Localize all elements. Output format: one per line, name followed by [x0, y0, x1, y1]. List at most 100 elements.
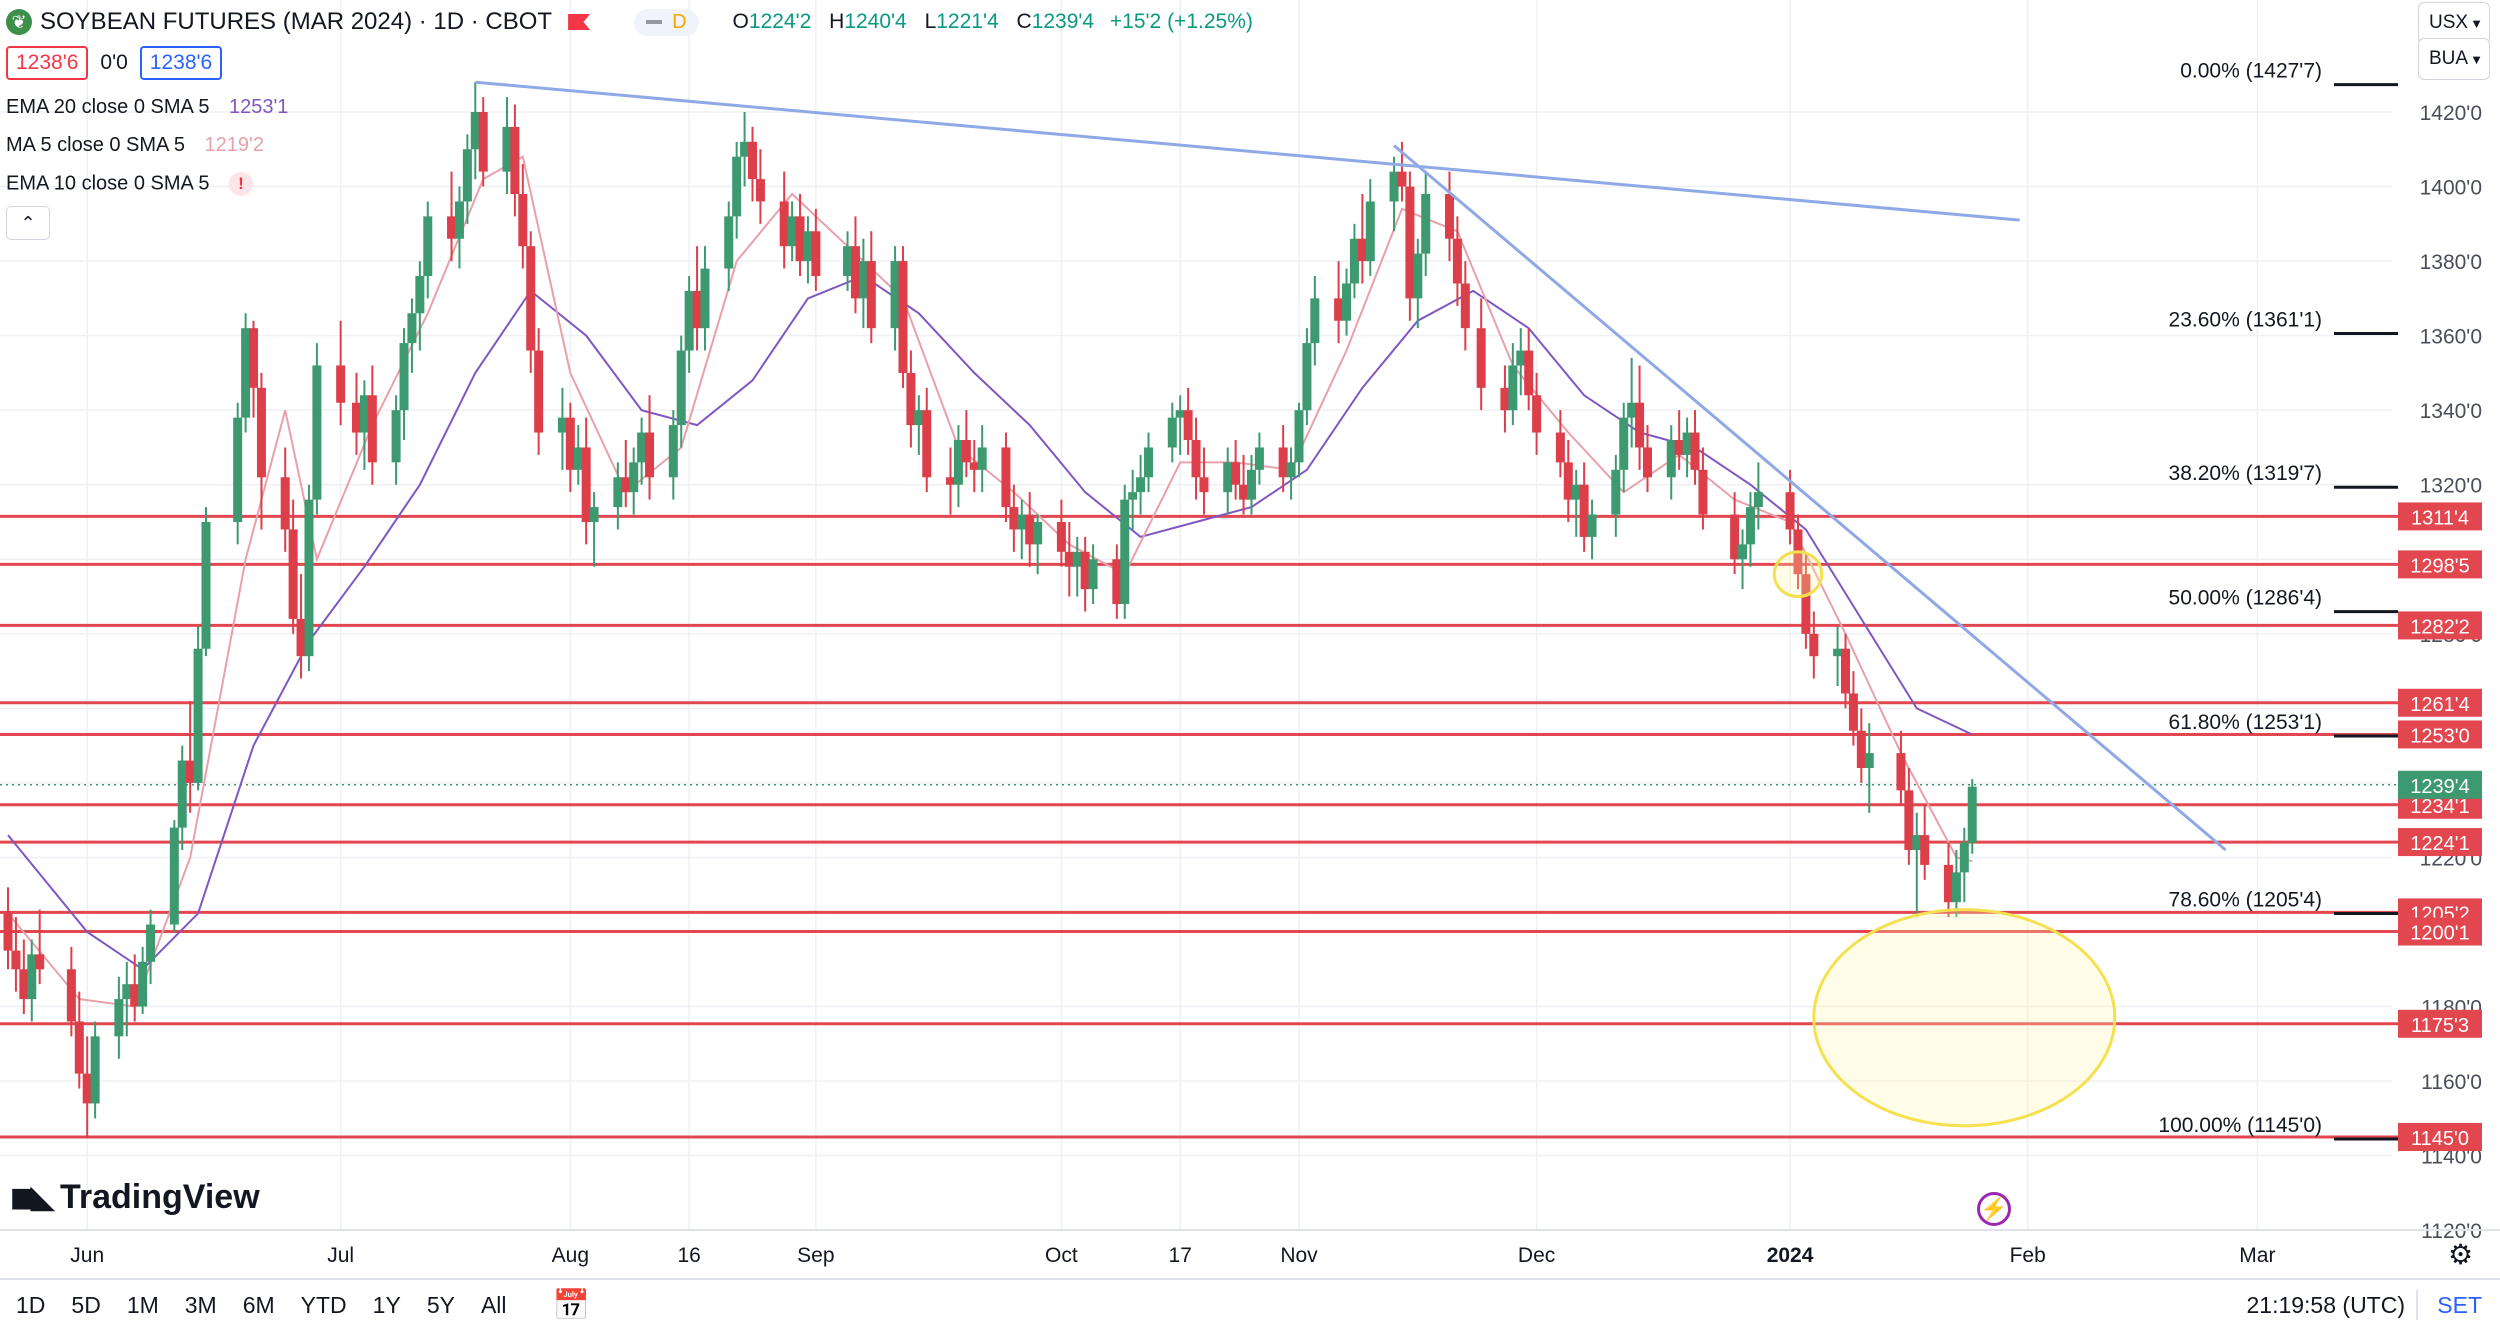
- candle: [1738, 529, 1748, 590]
- candle: [1666, 425, 1676, 500]
- candle: [1967, 779, 1977, 854]
- candle-body: [1801, 574, 1811, 634]
- candle-body: [11, 950, 21, 970]
- candle: [581, 417, 591, 545]
- candle-body: [1080, 551, 1090, 590]
- candle: [1246, 454, 1256, 515]
- timeframe-1m[interactable]: 1M: [126, 1291, 159, 1318]
- price-chart[interactable]: 1420'01400'01380'01360'01340'01320'01300…: [0, 0, 2500, 1278]
- candle-body: [423, 216, 433, 276]
- candle: [1611, 454, 1621, 537]
- candle-body: [1286, 462, 1296, 478]
- unit-select[interactable]: BUA ▼: [2418, 38, 2490, 80]
- timeframe-1y[interactable]: 1Y: [372, 1291, 401, 1318]
- currency-select[interactable]: USX ▼: [2418, 2, 2490, 44]
- candle-body: [193, 648, 203, 783]
- dash-icon: [646, 20, 663, 24]
- session-settings-button[interactable]: SET: [2437, 1291, 2482, 1318]
- candle-body: [249, 328, 259, 388]
- candle-body: [1302, 343, 1312, 411]
- candle-body: [1627, 402, 1637, 418]
- candle-body: [906, 372, 916, 426]
- candle-body: [668, 425, 678, 478]
- candle: [510, 104, 520, 217]
- candle: [1064, 522, 1074, 597]
- candle-body: [1397, 171, 1407, 187]
- candle: [1223, 447, 1233, 515]
- candle-body: [1896, 753, 1906, 791]
- settings-gear-icon[interactable]: ⚙: [2448, 1239, 2474, 1270]
- candle-body: [1444, 194, 1454, 239]
- candle-body: [1009, 507, 1019, 530]
- warning-icon[interactable]: !: [229, 172, 253, 196]
- candle: [589, 492, 599, 567]
- candle: [1136, 454, 1146, 515]
- candle-body: [613, 477, 623, 508]
- candle: [359, 380, 369, 470]
- y-tick-label: 1380'0: [2420, 251, 2482, 274]
- candle-body: [1476, 328, 1486, 388]
- soybean-leaf-icon[interactable]: ❦: [6, 9, 32, 35]
- candle-body: [470, 112, 480, 150]
- candle: [454, 186, 464, 269]
- sell-button[interactable]: 1238'6: [6, 46, 89, 80]
- candle-body: [415, 276, 425, 314]
- candle-body: [621, 477, 631, 493]
- level-tag: [2398, 917, 2482, 946]
- candle-body: [1642, 447, 1652, 478]
- timeframe-ytd[interactable]: YTD: [300, 1291, 347, 1318]
- red-flag-icon[interactable]: [568, 14, 591, 30]
- candle: [1056, 499, 1066, 567]
- candle: [953, 425, 963, 508]
- divider: [2416, 1290, 2418, 1320]
- indicator-ema10[interactable]: EMA 10 close 0 SMA 5 !: [6, 172, 253, 196]
- candle: [138, 946, 148, 1014]
- candle-body: [90, 1036, 100, 1104]
- candle: [1175, 395, 1185, 455]
- candle: [391, 395, 401, 485]
- candle-body: [1920, 835, 1930, 865]
- indicator-ema20[interactable]: EMA 20 close 0 SMA 5 1253'1: [6, 96, 288, 119]
- open-label: O: [732, 10, 749, 33]
- candle: [1278, 425, 1288, 493]
- candle-body: [922, 410, 932, 478]
- candle-body: [724, 216, 734, 269]
- candle: [351, 372, 361, 455]
- fib-label: 38.20% (1319'7): [2169, 462, 2322, 485]
- timeframe-5d[interactable]: 5D: [71, 1291, 101, 1318]
- candle-body: [1246, 469, 1256, 500]
- candle: [1579, 462, 1589, 552]
- candle: [1009, 484, 1019, 552]
- candle-body: [1167, 417, 1177, 448]
- delay-badge[interactable]: D: [634, 8, 699, 36]
- lightning-bolt-icon[interactable]: ⚡: [1977, 1192, 2011, 1226]
- change-value: +15'2 (+1.25%): [1109, 10, 1253, 33]
- symbol-title[interactable]: SOYBEAN FUTURES (MAR 2024) · 1D · CBOT: [40, 8, 553, 35]
- level-label: 1261'4: [2410, 694, 2469, 716]
- candle: [1025, 492, 1035, 567]
- x-tick-label: Dec: [1518, 1244, 1555, 1267]
- candle: [114, 976, 124, 1059]
- candle: [462, 134, 472, 224]
- timeframe-6m[interactable]: 6M: [242, 1291, 275, 1318]
- collapse-indicators-button[interactable]: ⌃: [6, 206, 50, 240]
- candle-body: [177, 760, 187, 828]
- tradingview-logo[interactable]: ◼◣ TradingView: [10, 1178, 260, 1217]
- candle: [1444, 171, 1454, 262]
- indicator-ma5[interactable]: MA 5 close 0 SMA 5 1219'2: [6, 134, 264, 157]
- x-tick-label: 17: [1169, 1244, 1192, 1267]
- timeframe-5y[interactable]: 5Y: [426, 1291, 455, 1318]
- candle-body: [645, 432, 655, 478]
- y-tick-label: 1420'0: [2420, 102, 2482, 125]
- timeframe-3m[interactable]: 3M: [184, 1291, 217, 1318]
- calendar-range-icon[interactable]: 📅: [552, 1288, 590, 1322]
- candle-body: [565, 417, 575, 470]
- candle-body: [1563, 462, 1573, 500]
- timeframe-1d[interactable]: 1D: [16, 1291, 46, 1318]
- candle: [367, 365, 377, 485]
- buy-button[interactable]: 1238'6: [139, 46, 223, 80]
- timeframe-all[interactable]: All: [480, 1291, 507, 1318]
- candle-body: [1904, 790, 1914, 850]
- clock-time[interactable]: 21:19:58 (UTC): [2246, 1291, 2405, 1318]
- candle-body: [1128, 492, 1138, 500]
